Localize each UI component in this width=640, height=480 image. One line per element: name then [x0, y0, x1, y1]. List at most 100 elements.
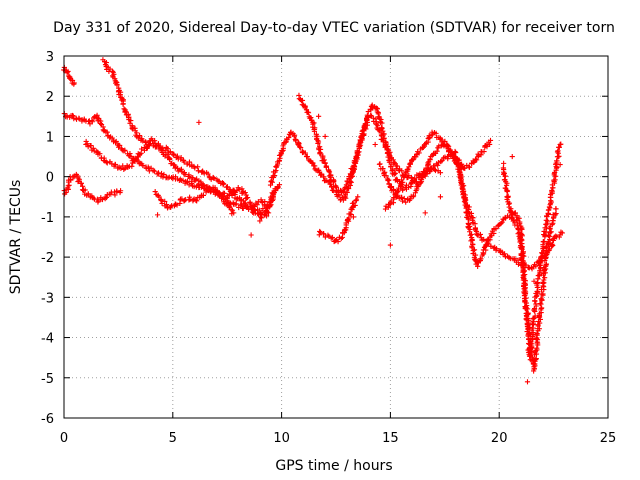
data-point — [416, 150, 422, 156]
data-point — [442, 138, 448, 145]
data-point — [504, 196, 510, 203]
data-point — [487, 137, 494, 144]
data-point — [152, 188, 158, 195]
data-point — [529, 350, 535, 356]
y-tick-label: -3 — [41, 291, 54, 306]
data-point — [554, 154, 561, 160]
data-point — [488, 243, 494, 249]
data-point — [376, 161, 383, 167]
data-point — [192, 165, 198, 171]
data-point — [263, 207, 270, 214]
data-point — [164, 205, 171, 211]
y-tick-label: 3 — [46, 50, 54, 65]
data-point — [380, 133, 386, 139]
data-point — [478, 256, 484, 262]
data-point — [103, 194, 110, 201]
data-point — [76, 116, 82, 122]
data-point — [470, 241, 476, 247]
data-point — [437, 194, 444, 200]
data-point — [542, 275, 548, 281]
data-point — [177, 177, 183, 183]
data-point — [379, 120, 385, 126]
data-point — [435, 162, 441, 168]
data-point — [534, 282, 540, 288]
data-point — [260, 205, 266, 212]
data-point — [426, 133, 432, 139]
data-point — [329, 234, 335, 240]
data-point — [196, 119, 202, 125]
data-point — [349, 166, 356, 173]
data-point — [539, 305, 545, 311]
data-point — [364, 112, 370, 118]
data-point — [515, 226, 522, 232]
data-point — [463, 210, 470, 216]
data-point — [391, 187, 397, 194]
data-point — [508, 214, 514, 221]
data-point — [256, 207, 262, 213]
data-point — [333, 184, 340, 190]
data-point — [555, 148, 561, 154]
series-track-h — [296, 92, 459, 196]
series-track-i — [316, 194, 361, 245]
data-point — [89, 119, 95, 125]
data-point — [95, 198, 101, 204]
data-point — [455, 160, 461, 166]
data-point — [512, 256, 518, 262]
data-point — [445, 142, 451, 148]
data-point — [537, 262, 544, 268]
data-point — [120, 101, 126, 107]
data-point — [509, 153, 515, 160]
data-point — [310, 160, 316, 166]
data-point — [519, 246, 525, 252]
data-point — [316, 147, 322, 153]
data-point — [553, 206, 559, 212]
data-point — [481, 148, 487, 155]
data-point — [264, 213, 270, 219]
data-point — [161, 171, 167, 178]
data-point — [104, 160, 110, 166]
data-point — [458, 178, 464, 184]
x-axis-ticks: 0 5 10 15 20 25 — [60, 56, 616, 446]
data-point — [315, 113, 322, 119]
data-point — [533, 263, 539, 269]
data-point — [501, 160, 507, 166]
data-point — [553, 158, 560, 164]
data-point — [508, 208, 514, 214]
data-point — [129, 163, 135, 169]
x-tick-label: 20 — [491, 431, 508, 446]
data-point — [539, 291, 545, 297]
y-tick-label: -1 — [41, 211, 54, 226]
x-tick-label: 10 — [273, 431, 290, 446]
data-point — [186, 197, 192, 203]
data-point — [493, 246, 500, 252]
data-point — [158, 145, 164, 151]
data-point — [263, 208, 269, 214]
data-point — [288, 129, 294, 136]
data-point — [407, 196, 413, 202]
data-point — [405, 184, 412, 190]
data-point — [71, 81, 77, 87]
data-point — [422, 210, 428, 216]
data-point — [138, 146, 145, 152]
data-point — [540, 239, 547, 245]
data-point — [171, 151, 177, 157]
data-point — [535, 323, 541, 329]
data-point — [556, 144, 562, 150]
data-point — [380, 128, 386, 134]
data-point — [534, 330, 540, 337]
data-point — [328, 235, 334, 241]
data-point — [517, 239, 523, 245]
data-point — [388, 164, 394, 170]
data-point — [211, 175, 217, 182]
data-point — [548, 229, 554, 235]
data-point — [534, 345, 540, 351]
x-axis-label: GPS time / hours — [275, 458, 392, 474]
data-point — [286, 134, 292, 141]
data-point — [353, 198, 359, 204]
data-point — [535, 272, 541, 279]
data-point — [248, 232, 254, 238]
data-point — [195, 164, 201, 170]
data-point — [543, 262, 549, 268]
data-point — [210, 174, 216, 181]
data-point — [527, 325, 533, 331]
